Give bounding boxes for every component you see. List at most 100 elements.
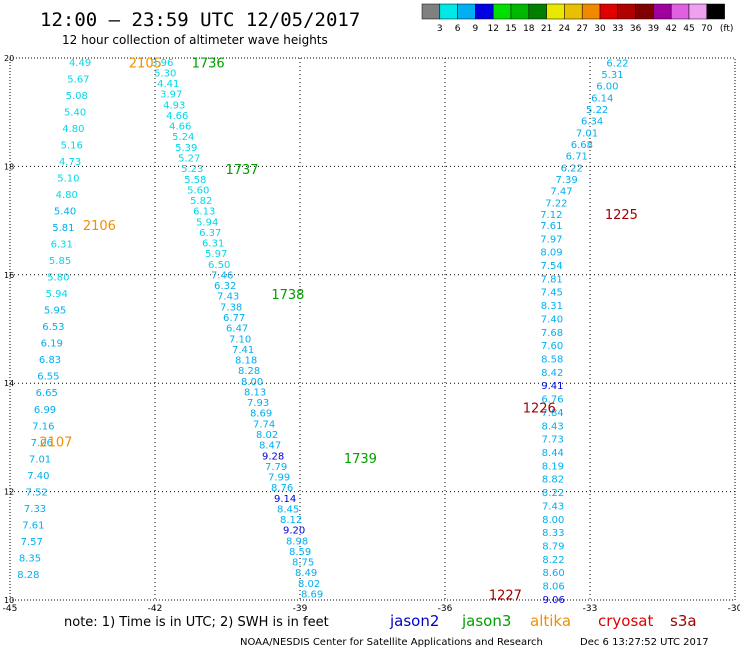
wave-height-value: 5.95 [44, 306, 66, 317]
wave-height-value: 7.41 [232, 345, 254, 356]
color-scale-label: 18 [523, 24, 535, 34]
wave-height-value: 7.12 [540, 210, 562, 221]
color-scale-swatch [546, 3, 565, 20]
wave-height-value: 6.31 [51, 240, 73, 251]
wave-height-value: 8.76 [271, 483, 293, 494]
color-scale-swatch [439, 3, 458, 20]
wave-height-value: 8.00 [241, 377, 263, 388]
color-scale-swatch [475, 3, 494, 20]
satellite-legend: jason2 jason3 altika cryosat s3a [389, 612, 697, 630]
wave-height-value: 5.94 [196, 217, 218, 228]
wave-height-value: 6.76 [541, 395, 563, 406]
wave-height-value: 5.10 [57, 173, 79, 184]
wave-height-value: 8.00 [542, 515, 564, 526]
wave-height-value: 6.22 [561, 163, 583, 174]
wave-height-value: 8.28 [238, 366, 260, 377]
wave-height-value: 5.58 [184, 175, 206, 186]
wave-height-value: 6.14 [591, 93, 613, 104]
satellite-legend-cryosat: cryosat [598, 612, 653, 630]
wave-height-value: 6.53 [42, 322, 64, 333]
wave-height-value: 8.59 [289, 547, 311, 558]
wave-height-value: 5.39 [175, 143, 197, 154]
wave-height-value: 6.31 [202, 239, 224, 250]
wave-height-value: 5.22 [586, 105, 608, 116]
wave-height-value: 7.99 [268, 473, 290, 484]
wave-height-value: 5.24 [172, 132, 194, 143]
wave-height-value: 8.82 [542, 475, 564, 486]
color-scale-label: 36 [630, 24, 642, 34]
color-scale-label: 70 [701, 24, 713, 34]
wave-height-value: 7.40 [541, 314, 563, 325]
color-scale-label: 45 [683, 24, 694, 34]
wave-height-value: 6.71 [566, 152, 588, 163]
wave-height-value: 4.41 [157, 79, 179, 90]
wave-height-value: 6.34 [581, 117, 603, 128]
wave-height-value: 6.32 [214, 281, 236, 292]
y-tick-label: 12 [4, 488, 14, 497]
wave-height-value: 5.82 [190, 196, 212, 207]
wave-height-value: 5.08 [66, 91, 88, 102]
color-scale-label: 24 [559, 24, 571, 34]
wave-height-value: 9.28 [262, 451, 284, 462]
wave-height-value: 4.93 [163, 100, 185, 111]
color-scale-label: 15 [505, 24, 516, 34]
x-tick-label: -33 [583, 604, 598, 614]
wave-height-value: 4.73 [59, 157, 81, 168]
color-scale-swatch [670, 3, 690, 20]
color-scale-label: 42 [665, 24, 676, 34]
y-tick-label: 10 [4, 596, 14, 605]
wave-height-value: 4.80 [56, 190, 78, 201]
wave-height-value: 7.79 [265, 462, 287, 473]
wave-height-value: 5.30 [154, 68, 176, 79]
color-scale-swatch [421, 3, 441, 20]
wave-height-value: 7.33 [24, 504, 46, 515]
color-scale-swatch [688, 3, 708, 20]
wave-height-value: 8.02 [298, 579, 320, 590]
wave-height-value: 7.22 [545, 198, 567, 209]
color-scale-swatch [617, 3, 636, 20]
wave-height-value: 6.37 [199, 228, 221, 239]
y-tick-label: 20 [4, 54, 14, 63]
chart-title: 12:00 — 23:59 UTC 12/05/2017 [40, 9, 360, 31]
color-scale-label: 9 [473, 24, 479, 34]
wave-height-value: 4.66 [166, 111, 188, 122]
wave-height-value: 7.52 [26, 487, 48, 498]
wave-height-value: 7.57 [21, 537, 43, 548]
wave-height-value: 6.68 [571, 140, 593, 151]
wave-height-value: 6.99 [34, 405, 56, 416]
wave-height-value: 8.43 [541, 421, 563, 432]
wave-height-value: 8.13 [244, 387, 266, 398]
color-scale-label: 39 [648, 24, 660, 34]
wave-height-value: 8.60 [542, 568, 564, 579]
wave-height-value: 8.69 [250, 409, 272, 420]
wave-height-value: 7.74 [253, 419, 275, 430]
x-tick-label: -39 [293, 604, 308, 614]
chart-axes: -45 -42 -39 -36 -33 -30 20 18 16 14 12 10 [3, 54, 740, 614]
chart-grid [9, 57, 736, 601]
wave-height-value: 5.27 [178, 154, 200, 165]
pass-time-label: 1225 [605, 208, 638, 223]
wave-height-value: 6.83 [39, 355, 61, 366]
satellite-legend-s3a: s3a [670, 612, 697, 630]
wave-height-value: 6.13 [193, 207, 215, 218]
wave-height-value: 7.43 [542, 501, 564, 512]
color-scale-swatch [510, 3, 530, 20]
wave-height-value: 5.85 [49, 256, 71, 267]
wave-height-value: 7.46 [211, 270, 233, 281]
wave-height-value: 7.73 [542, 435, 564, 446]
wave-height-value: 5.23 [181, 164, 203, 175]
pass-time-labels: 2105 1736 1737 2106 1225 1738 1226 2107 1739 1227 [39, 56, 638, 603]
color-scale-swatch [564, 3, 583, 20]
wave-height-value: 8.18 [235, 356, 257, 367]
wave-height-value: 7.10 [229, 334, 251, 345]
wave-height-value: 8.02 [256, 430, 278, 441]
y-tick-label: 14 [4, 379, 14, 388]
x-tick-label: -45 [3, 604, 18, 614]
wave-height-value: 7.84 [541, 408, 563, 419]
wave-height-value: 7.43 [217, 292, 239, 303]
wave-height-value: 8.45 [277, 504, 299, 515]
x-tick-label: -36 [438, 604, 453, 614]
wave-height-value: 7.81 [541, 274, 563, 285]
wave-height-value: 6.19 [41, 339, 63, 350]
wave-height-value: 8.79 [542, 541, 564, 552]
